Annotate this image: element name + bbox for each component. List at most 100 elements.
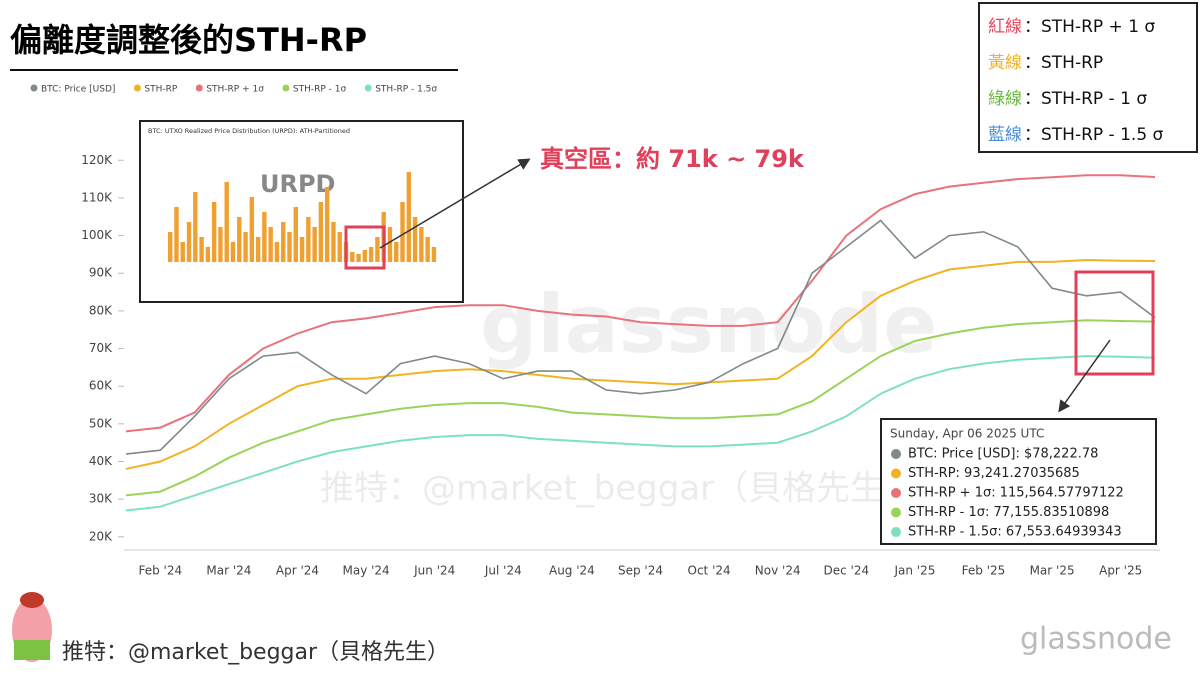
tooltip-line: STH-RP - 1.5σ: 67,553.64939343: [908, 525, 1122, 540]
y-tick-label: 50K: [89, 416, 113, 430]
inset-bar: [431, 247, 437, 262]
series-line: [125, 174, 1156, 433]
legend-label: BTC: Price [USD]: [41, 85, 115, 95]
legend-box-text: ：STH-RP - 1.5 σ: [1024, 125, 1164, 145]
inset-bar: [394, 242, 399, 262]
inset-label: URPD: [260, 170, 335, 198]
x-tick-label: Sep '24: [618, 564, 663, 578]
watermark-logo: glassnode: [1020, 622, 1172, 657]
legend-dot: [364, 84, 372, 92]
legend-box-prefix: 黃線: [988, 53, 1022, 73]
legend-dot: [282, 84, 290, 92]
y-tick-label: 90K: [89, 266, 113, 280]
highlight-box: [344, 225, 386, 270]
arrow: [379, 158, 531, 249]
inset-bar: [287, 232, 292, 262]
x-tick-label: Feb '24: [138, 564, 182, 578]
legend-dot: [133, 84, 141, 92]
y-tick-label: 100K: [81, 228, 113, 242]
tooltip-dot: [891, 468, 901, 479]
watermark-credit: 推特：@market_beggar（貝格先生）: [320, 469, 918, 509]
legend-box-prefix: 藍線: [988, 125, 1022, 145]
inset-bar: [211, 202, 217, 262]
legend-label: STH-RP - 1.5σ: [375, 85, 437, 95]
inset-bar: [299, 237, 305, 262]
watermark: glassnode: [480, 278, 937, 371]
inset-bar: [230, 242, 236, 262]
x-tick-label: Mar '25: [1030, 564, 1075, 578]
tooltip-line: STH-RP: 93,241.27035685: [908, 466, 1080, 481]
inset-bar: [368, 247, 374, 262]
highlight-box: [1074, 270, 1155, 376]
inset-bar: [293, 207, 298, 262]
y-tick-label: 80K: [89, 303, 113, 317]
tooltip-dot: [891, 527, 901, 537]
inset-bar: [174, 207, 179, 262]
x-tick-label: Mar '24: [206, 564, 251, 578]
annotation: 真空區：約 71k ~ 79k: [540, 145, 805, 173]
inset-bar: [205, 247, 211, 262]
inset-bar: [412, 217, 418, 262]
inset-bar: [419, 227, 424, 262]
inset-bar: [400, 202, 405, 262]
inset-bar: [324, 187, 330, 262]
legend-box-text: ：STH-RP + 1 σ: [1024, 17, 1155, 37]
inset-bar: [331, 222, 336, 262]
y-tick-label: 70K: [89, 341, 113, 355]
inset-bar: [168, 232, 173, 262]
series-line: [125, 319, 1156, 497]
inset-bar: [237, 217, 242, 262]
x-tick-label: Apr '25: [1099, 564, 1142, 578]
y-tick-label: 40K: [89, 454, 113, 468]
inset-bar: [243, 232, 248, 262]
x-tick-label: Apr '24: [276, 564, 319, 578]
arrow: [1058, 339, 1111, 413]
inset-bar: [262, 212, 267, 262]
inset-bar: [350, 252, 355, 262]
inset-bar: [356, 254, 361, 262]
x-tick-label: Dec '24: [823, 564, 869, 578]
x-tick-label: Jan '25: [893, 564, 935, 578]
inset-bar: [274, 242, 280, 262]
x-tick-label: Nov '24: [755, 564, 801, 578]
legend-box-text: ：STH-RP: [1024, 53, 1103, 73]
series-line: [125, 258, 1156, 470]
tooltip-dot: [891, 488, 901, 498]
series-line: [125, 355, 1156, 512]
series-line: [125, 219, 1156, 455]
inset-bar: [406, 172, 411, 262]
inset-bar: [218, 227, 223, 262]
tooltip-line: STH-RP + 1σ: 115,564.57797122: [908, 486, 1124, 501]
y-tick-label: 110K: [81, 190, 113, 204]
inset-bar: [224, 182, 229, 262]
inset-box: [139, 120, 464, 303]
chart-title: 偏離度調整後的STH-RP: [10, 21, 367, 59]
credit: 推特：@market_beggar（貝格先生）: [62, 640, 449, 665]
legend-label: STH-RP + 1σ: [206, 85, 264, 95]
x-tick-label: May '24: [342, 564, 389, 578]
inset-bar: [337, 232, 342, 262]
legend-label: STH-RP: [144, 85, 177, 95]
legend-box-prefix: 綠線: [988, 89, 1022, 109]
legend-label: STH-RP - 1σ: [293, 85, 347, 95]
y-tick-label: 120K: [81, 153, 113, 167]
tooltip-line: STH-RP - 1σ: 77,155.83510898: [908, 505, 1109, 520]
inset-bar: [387, 227, 393, 262]
tooltip: [880, 418, 1157, 545]
inset-bar: [425, 237, 430, 262]
inset-bar: [281, 222, 286, 262]
legend-box: [978, 2, 1198, 153]
inset-title: BTC: UTXO Realized Price Distribution (U…: [148, 127, 350, 135]
legend-dot: [30, 84, 38, 92]
legend-box-text: ：STH-RP - 1 σ: [1024, 89, 1147, 109]
y-tick-label: 20K: [89, 529, 113, 543]
inset-bar: [180, 242, 185, 262]
inset-bar: [193, 192, 198, 262]
tooltip-date: Sunday, Apr 06 2025 UTC: [890, 427, 1044, 441]
inset: BTC: UTXO Realized Price Distribution (U…: [139, 120, 464, 303]
x-tick-label: Aug '24: [549, 564, 595, 578]
inset-bar: [312, 227, 317, 262]
mascot: [12, 592, 52, 662]
